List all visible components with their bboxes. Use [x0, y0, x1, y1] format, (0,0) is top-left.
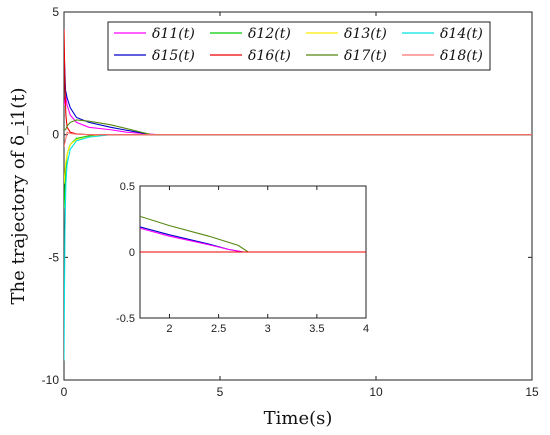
main-xtick-label: 10 — [369, 385, 383, 399]
inset-plot: 2 2.5 3 3.5 4 -0.5 0 0.5 — [116, 181, 369, 335]
main-ytick-label: 0 — [52, 128, 59, 142]
main-xtick-label: 15 — [525, 385, 539, 399]
inset-ytick-label: 0.5 — [120, 181, 135, 193]
main-series-line — [64, 119, 532, 136]
legend-entry: δ11(t) — [152, 26, 195, 42]
inset-xtick-label: 4 — [363, 323, 369, 335]
inset-ytick-label: 0 — [129, 247, 135, 259]
inset-series-group — [140, 215, 366, 253]
legend-entry: δ13(t) — [344, 26, 387, 42]
inset-xtick-label: 3 — [265, 323, 271, 335]
inset-xtick-label: 2.5 — [211, 323, 226, 335]
x-axis-label: Time(s) — [264, 408, 333, 429]
legend: δ11(t) δ12(t) δ13(t) δ14(t) δ15(t) δ16(t) δ17(… — [107, 21, 491, 71]
main-series-line — [64, 131, 532, 148]
main-ytick-label: -10 — [42, 373, 60, 387]
legend-box — [107, 21, 491, 71]
legend-entry: δ16(t) — [248, 48, 291, 64]
legend-entry: δ17(t) — [344, 48, 387, 64]
y-axis-label: The trajectory of δ_i1(t) — [8, 88, 29, 305]
legend-entry: δ18(t) — [440, 48, 483, 64]
main-series-line — [64, 48, 532, 136]
legend-entry: δ12(t) — [248, 26, 291, 42]
main-xtick-label: 0 — [61, 385, 68, 399]
main-ytick-label: 5 — [52, 5, 59, 19]
main-series-group — [64, 29, 532, 361]
inset-xtick-label: 3.5 — [309, 323, 324, 335]
inset-xtick-label: 2 — [166, 323, 172, 335]
legend-entry: δ14(t) — [440, 26, 483, 42]
inset-ytick-label: -0.5 — [116, 313, 135, 325]
main-xtick-label: 5 — [217, 385, 224, 399]
main-ytick-label: -5 — [48, 250, 59, 264]
legend-entry: δ15(t) — [152, 48, 195, 64]
